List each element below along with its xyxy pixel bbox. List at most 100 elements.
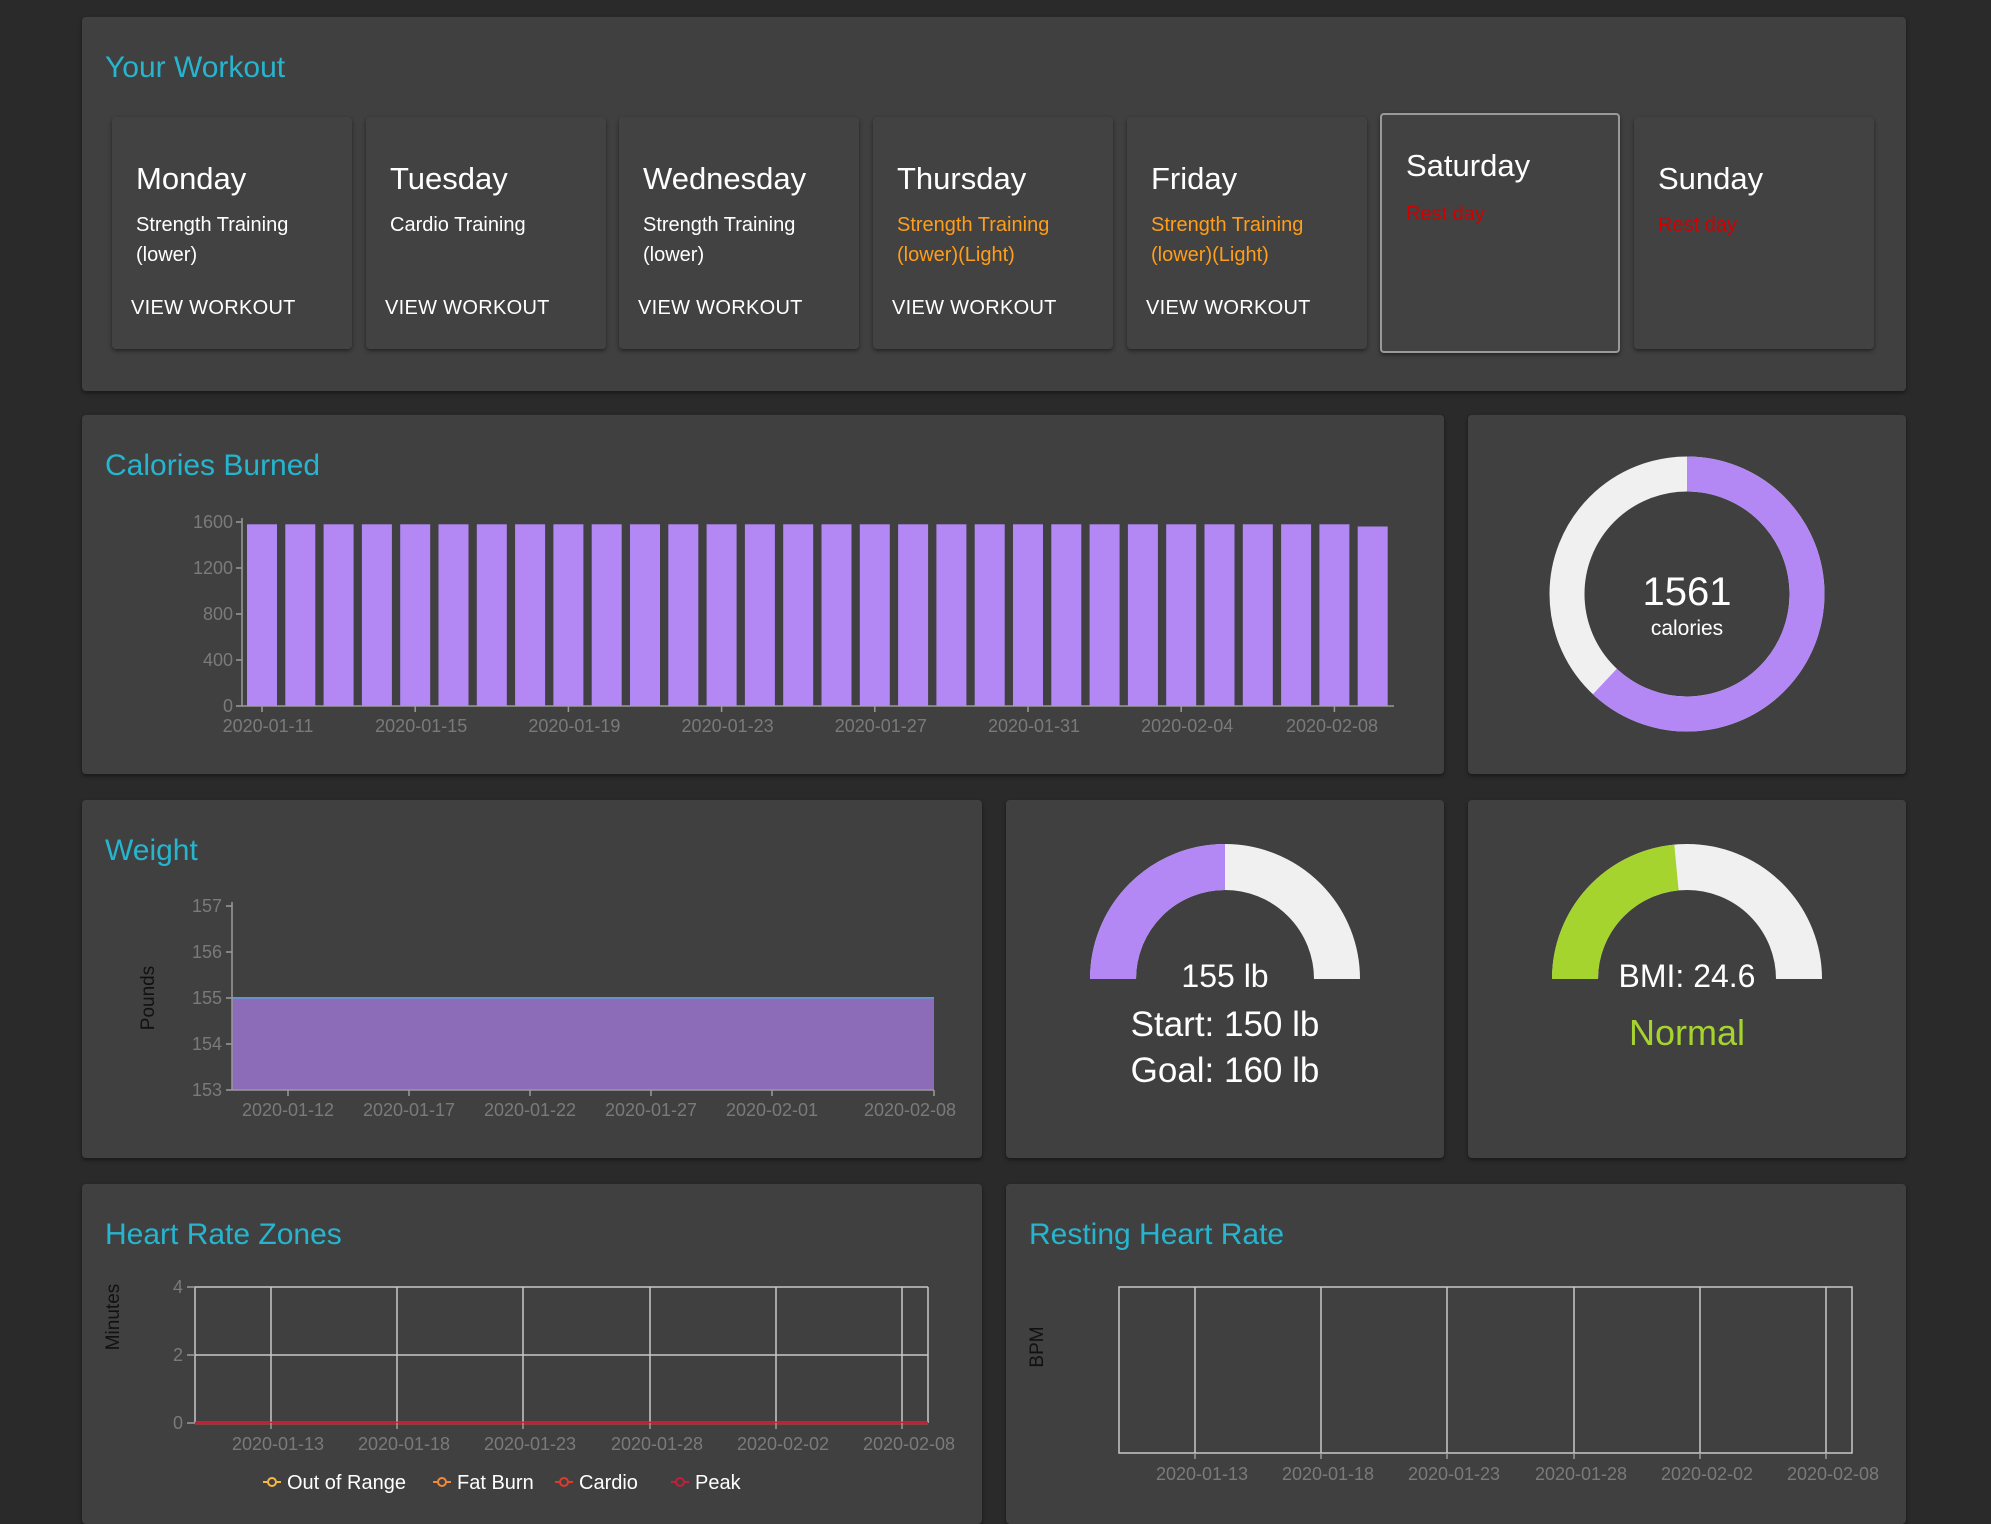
view-workout-button-friday[interactable]: VIEW WORKOUT (1139, 293, 1318, 323)
legend-label: Peak (695, 1472, 742, 1494)
resting-heart-rate-title: Resting Heart Rate (1029, 1218, 1285, 1251)
x-tick-label: 2020-01-28 (1535, 1464, 1627, 1484)
x-tick-label: 2020-01-17 (363, 1100, 455, 1120)
calorie-bar (476, 524, 507, 706)
y-axis-label: Pounds (138, 966, 159, 1030)
day-name: Saturday (1406, 148, 1531, 183)
y-axis-label: BPM (1027, 1326, 1048, 1367)
day-description: Strength Training (lower) (643, 214, 796, 266)
legend-item: Cardio (555, 1472, 638, 1494)
day-name: Sunday (1658, 161, 1764, 196)
legend-swatch-marker (267, 1477, 277, 1487)
calorie-bar (1089, 524, 1120, 706)
calorie-bar (400, 524, 431, 706)
weight-title: Weight (105, 834, 198, 867)
day-card-friday: Friday Strength Training (lower)(Light) … (1127, 117, 1367, 349)
calorie-bar (1204, 524, 1235, 706)
day-card-tuesday: Tuesday Cardio Training VIEW WORKOUT (366, 117, 606, 349)
calories-chart-card: Calories Burned 0 400 800 1200 1600 2020-01-1… (82, 415, 1444, 774)
calorie-bar (515, 524, 546, 706)
day-card-thursday: Thursday Strength Training (lower)(Light… (873, 117, 1113, 349)
calorie-bar (1319, 524, 1350, 706)
calorie-bar (630, 524, 660, 706)
x-tick-label: 2020-02-08 (1787, 1464, 1879, 1484)
calories-donut: 1561 calories (1549, 456, 1825, 732)
calorie-bar (668, 524, 699, 706)
view-workout-button-monday[interactable]: VIEW WORKOUT (124, 293, 303, 323)
calorie-bar (1127, 524, 1158, 706)
day-card-saturday[interactable]: Saturday Rest day (1380, 113, 1620, 353)
calorie-bar (1242, 524, 1273, 706)
resting-heart-rate-chart: BPM 2020-01-13 2020-01-18 2020-01-23 2020-01… (1027, 1286, 1879, 1484)
day-description: Strength Training (lower)(Light) (897, 214, 1050, 266)
x-tick-label: 2020-02-01 (726, 1100, 818, 1120)
x-tick-label: 2020-01-18 (358, 1434, 450, 1454)
day-description: Rest day (1658, 214, 1737, 236)
weight-area (232, 998, 934, 1090)
x-tick-label: 2020-02-08 (863, 1434, 955, 1454)
bmi-gauge: BMI: 24.6 Normal (1552, 844, 1822, 1053)
x-tick-label: 2020-01-31 (988, 716, 1080, 736)
legend-swatch-marker (437, 1477, 447, 1487)
plot-border (1118, 1286, 1853, 1454)
workout-card: Your Workout Monday Strength Training (l… (82, 17, 1906, 391)
x-tick-label: 2020-01-22 (484, 1100, 576, 1120)
heart-rate-zones-title: Heart Rate Zones (105, 1218, 342, 1251)
day-description: Cardio Training (390, 214, 526, 236)
y-tick-label: 0 (173, 1413, 183, 1433)
weight-area-chart: Pounds 153 154 155 156 157 2020-01-12 2020-01-1… (138, 896, 956, 1120)
legend-item: Out of Range (263, 1472, 406, 1494)
calorie-bar (1166, 524, 1197, 706)
x-tick-label: 2020-01-13 (1156, 1464, 1248, 1484)
day-name: Friday (1151, 161, 1238, 196)
legend-label: Fat Burn (457, 1472, 534, 1494)
calories-donut-card: 1561 calories (1468, 415, 1906, 774)
calorie-bar (285, 524, 316, 706)
y-tick-label: 4 (173, 1277, 183, 1297)
view-workout-button-tuesday[interactable]: VIEW WORKOUT (378, 293, 557, 323)
y-tick-label: 1200 (193, 558, 233, 578)
y-tick-label: 154 (192, 1034, 222, 1054)
view-workout-button-thursday[interactable]: VIEW WORKOUT (885, 293, 1064, 323)
day-name: Thursday (897, 161, 1027, 196)
calorie-bar (591, 524, 622, 706)
x-tick-label: 2020-02-02 (737, 1434, 829, 1454)
day-description: Strength Training (lower)(Light) (1151, 214, 1304, 266)
y-tick-label: 153 (192, 1080, 222, 1100)
calorie-bar (1281, 524, 1312, 706)
x-tick-label: 2020-02-04 (1141, 716, 1233, 736)
calorie-bar (247, 524, 277, 706)
y-tick-label: 400 (203, 650, 233, 670)
legend-item: Peak (671, 1472, 742, 1494)
donut-value: 1561 (1643, 570, 1732, 614)
y-tick-label: 157 (192, 896, 222, 916)
resting-heart-rate-card: Resting Heart Rate BPM 2020-01-13 2020-01-… (1006, 1184, 1906, 1524)
weight-goal: Goal: 160 lb (1131, 1051, 1320, 1090)
calorie-bar (438, 524, 469, 706)
legend-item: Fat Burn (433, 1472, 534, 1494)
gauge-progress-arc (1552, 844, 1680, 980)
heart-rate-zones-card: Heart Rate Zones Minutes 0 2 4 2020-01-13 202… (82, 1184, 982, 1524)
day-description: Strength Training (lower) (136, 214, 289, 266)
day-card-monday: Monday Strength Training (lower) VIEW WO… (112, 117, 352, 349)
calories-title: Calories Burned (105, 449, 321, 482)
x-tick-label: 2020-01-15 (375, 716, 467, 736)
day-description: Rest day (1406, 203, 1485, 225)
legend-swatch-marker (675, 1477, 685, 1487)
x-tick-label: 2020-02-02 (1661, 1464, 1753, 1484)
weight-start: Start: 150 lb (1131, 1005, 1320, 1044)
day-name: Tuesday (390, 161, 508, 196)
weight-chart-card: Weight Pounds 153 154 155 156 157 2020-01-12 20… (82, 800, 982, 1158)
view-workout-button-wednesday[interactable]: VIEW WORKOUT (631, 293, 810, 323)
day-name: Monday (136, 161, 247, 196)
calorie-bar (974, 524, 1005, 706)
x-tick-label: 2020-02-08 (1286, 716, 1378, 736)
weight-gauge-card: 155 lb Start: 150 lb Goal: 160 lb (1006, 800, 1444, 1158)
x-tick-label: 2020-01-27 (605, 1100, 697, 1120)
x-tick-label: 2020-01-23 (1408, 1464, 1500, 1484)
y-tick-label: 156 (192, 942, 222, 962)
weight-gauge: 155 lb Start: 150 lb Goal: 160 lb (1090, 844, 1360, 1090)
gauge-progress-arc (1090, 844, 1226, 980)
x-tick-label: 2020-01-12 (242, 1100, 334, 1120)
calorie-bar (361, 524, 392, 706)
